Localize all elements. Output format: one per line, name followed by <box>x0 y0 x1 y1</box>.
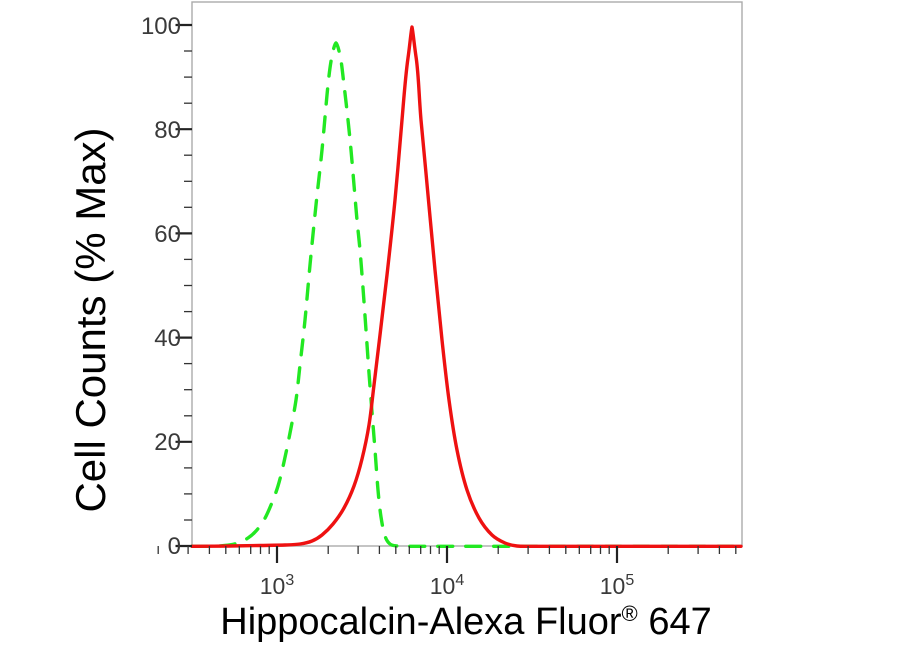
svg-text:80: 80 <box>154 117 181 144</box>
svg-text:103: 103 <box>260 572 295 599</box>
svg-text:40: 40 <box>154 325 181 352</box>
svg-text:104: 104 <box>430 572 465 599</box>
svg-text:Hippocalcin-Alexa Fluor® 647: Hippocalcin-Alexa Fluor® 647 <box>220 601 711 643</box>
svg-text:20: 20 <box>154 429 181 456</box>
svg-text:105: 105 <box>600 572 635 599</box>
svg-text:0: 0 <box>168 533 181 560</box>
svg-text:Cell Counts (% Max): Cell Counts (% Max) <box>67 127 114 512</box>
svg-text:60: 60 <box>154 221 181 248</box>
svg-text:100: 100 <box>141 13 181 40</box>
